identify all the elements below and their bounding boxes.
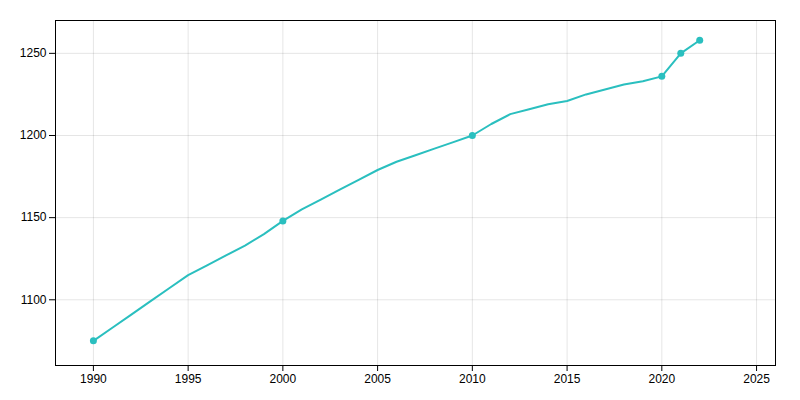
- svg-text:2020: 2020: [648, 372, 675, 386]
- svg-text:2005: 2005: [364, 372, 391, 386]
- svg-text:1250: 1250: [20, 46, 47, 60]
- svg-text:1995: 1995: [175, 372, 202, 386]
- svg-text:2015: 2015: [554, 372, 581, 386]
- svg-text:2000: 2000: [270, 372, 297, 386]
- svg-text:1990: 1990: [80, 372, 107, 386]
- svg-text:1200: 1200: [20, 128, 47, 142]
- svg-text:1100: 1100: [21, 293, 47, 307]
- svg-text:2025: 2025: [743, 372, 770, 386]
- svg-text:2010: 2010: [459, 372, 486, 386]
- svg-text:1150: 1150: [21, 210, 47, 224]
